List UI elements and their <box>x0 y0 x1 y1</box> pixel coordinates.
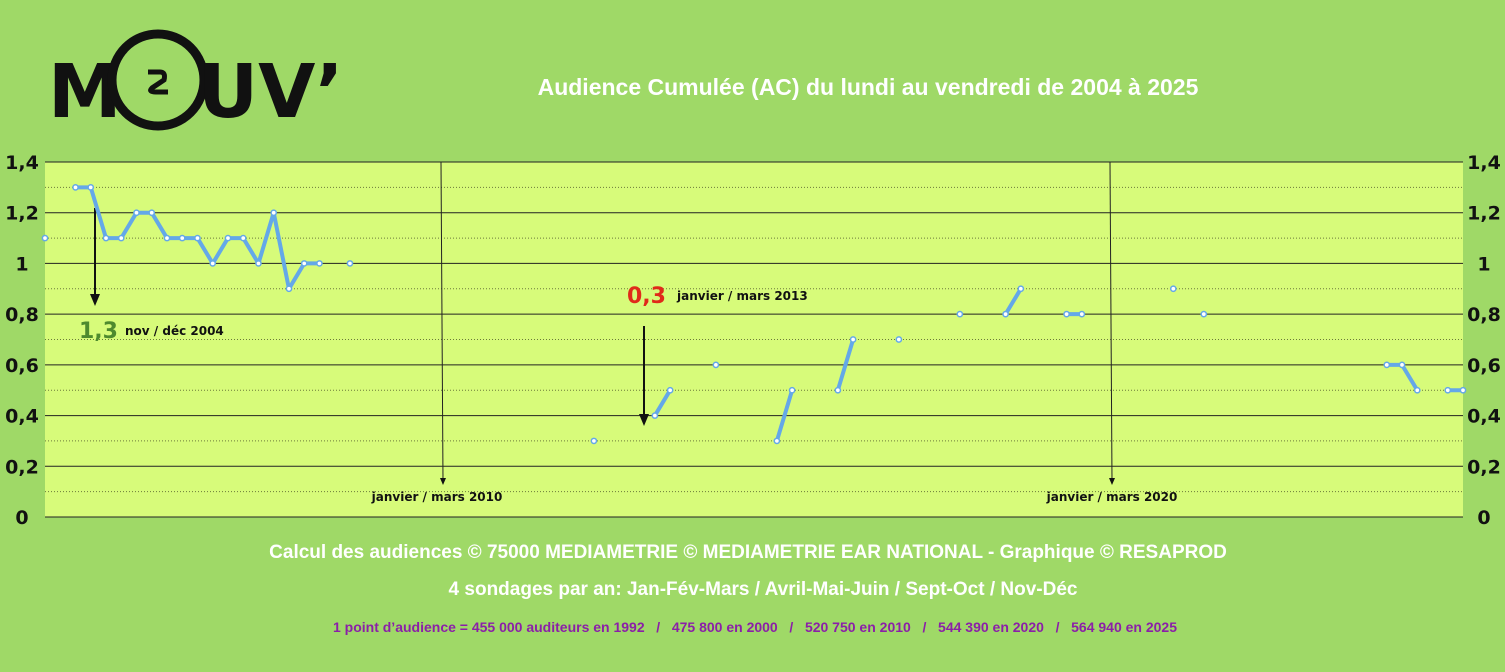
chart-title: Audience Cumulée (AC) du lundi au vendre… <box>538 74 1199 100</box>
series-segment <box>835 337 856 393</box>
data-point <box>712 361 720 369</box>
y-tick-label-right: 1 <box>1477 253 1490 275</box>
series-segment <box>210 236 230 266</box>
data-point <box>209 260 217 267</box>
data-point <box>1398 361 1406 369</box>
marker-arrow-2010 <box>440 478 446 485</box>
data-point <box>316 260 323 267</box>
data-point <box>590 437 598 445</box>
y-tick-label-left: 1,4 <box>5 152 39 174</box>
y-tick-label-right: 1,2 <box>1467 203 1501 225</box>
series-segment <box>195 236 215 266</box>
annotation-max: 1,3 nov / déc 2004 <box>79 208 224 344</box>
mouv-logo: M UV’ <box>48 29 343 135</box>
y-tick-label-left: 0,6 <box>5 355 39 377</box>
data-point <box>178 234 186 242</box>
data-point <box>1169 285 1177 293</box>
y-tick-label-right: 0,6 <box>1467 355 1501 377</box>
annotation-max-label: nov / déc 2004 <box>125 324 224 338</box>
footer-audience-point: 1 point d’audience = 455 000 auditeurs e… <box>333 619 1177 635</box>
series-segment <box>652 388 673 418</box>
data-point <box>346 260 354 267</box>
marker-2020: janvier / mars 2020 <box>1046 161 1178 504</box>
data-point <box>194 234 201 242</box>
data-point <box>895 336 903 343</box>
logo-right-text: UV’ <box>198 49 343 135</box>
y-tick-label-right: 0,2 <box>1467 456 1501 478</box>
annotation-max-value: 1,3 <box>79 319 118 344</box>
data-point <box>102 234 110 242</box>
data-point <box>117 234 125 242</box>
marker-label-2020: janvier / mars 2020 <box>1046 490 1178 504</box>
series-segment <box>286 261 307 291</box>
y-tick-label-left: 1,2 <box>5 203 39 225</box>
annotation-min: 0,3 janvier / mars 2013 <box>627 284 808 426</box>
logo-ring <box>107 29 209 131</box>
data-point <box>1078 310 1086 318</box>
marker-arrow-2020 <box>1109 478 1115 485</box>
data-point <box>834 386 842 394</box>
data-point <box>651 412 659 419</box>
data-point <box>41 234 49 242</box>
annotation-max-arrowhead <box>90 294 100 306</box>
data-point <box>849 336 857 343</box>
y-tick-label-left: 0 <box>15 507 28 529</box>
series-segment <box>241 236 261 266</box>
data-point <box>1200 310 1208 318</box>
data-point <box>956 310 964 318</box>
data-point <box>133 209 140 217</box>
y-tick-label-right: 0 <box>1477 507 1490 529</box>
data-point <box>1017 285 1025 293</box>
series-segment <box>1003 286 1023 317</box>
data-point <box>773 437 781 445</box>
y-tick-label-left: 0,4 <box>5 406 39 428</box>
series-segment <box>1400 362 1420 393</box>
data-point <box>224 234 232 242</box>
series-segment <box>149 210 169 241</box>
series-segment <box>119 210 139 241</box>
data-point <box>148 209 156 217</box>
data-point <box>1444 386 1452 394</box>
data-point <box>285 285 293 293</box>
data-point <box>163 234 171 242</box>
y-tick-label-right: 1,4 <box>1467 152 1501 174</box>
y-axis-right: 0 0,2 0,4 0,6 0,8 1 1,2 1,4 <box>1467 152 1501 529</box>
annotation-min-label: janvier / mars 2013 <box>676 289 808 303</box>
data-point <box>1383 361 1391 369</box>
y-tick-label-right: 0,8 <box>1467 304 1501 326</box>
marker-label-2010: janvier / mars 2010 <box>371 490 503 504</box>
data-point <box>666 386 674 394</box>
y-tick-label-left: 0,2 <box>5 456 39 478</box>
grid <box>45 161 1463 518</box>
data-point <box>1459 386 1467 394</box>
y-tick-label-left: 0,8 <box>5 304 39 326</box>
series-points <box>41 184 1467 445</box>
data-point <box>1413 386 1421 394</box>
data-point <box>72 184 79 191</box>
y-axis-left: 0 0,2 0,4 0,6 0,8 1 1,2 1,4 <box>5 152 39 529</box>
data-point <box>1063 310 1070 318</box>
marker-2010: janvier / mars 2010 <box>371 161 503 504</box>
data-point <box>239 234 247 242</box>
annotation-min-arrowhead <box>639 414 649 426</box>
footer-credits: Calcul des audiences © 75000 MEDIAMETRIE… <box>269 542 1227 563</box>
data-point <box>300 260 308 267</box>
marker-line-2010 <box>440 161 444 481</box>
series-segment <box>256 210 276 266</box>
data-point <box>1002 310 1009 318</box>
data-point <box>87 184 95 191</box>
footer-surveys: 4 sondages par an: Jan-Fév-Mars / Avril-… <box>449 579 1078 600</box>
data-point <box>788 386 796 394</box>
data-point <box>255 260 262 267</box>
series-segment <box>774 388 795 443</box>
annotation-min-value: 0,3 <box>627 284 666 309</box>
data-point <box>270 209 278 217</box>
marker-line-2020 <box>1109 161 1113 481</box>
y-tick-label-left: 1 <box>15 253 28 275</box>
logo-center-mark <box>148 69 168 95</box>
series-segment <box>271 210 291 291</box>
series-segment <box>88 185 108 241</box>
y-tick-label-right: 0,4 <box>1467 406 1501 428</box>
